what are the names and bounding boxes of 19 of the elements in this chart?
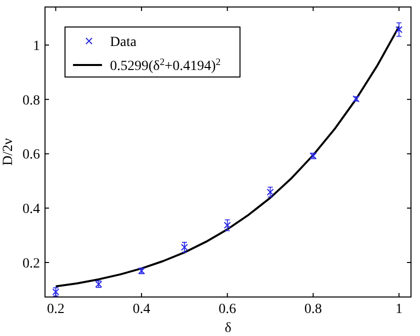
y-tick-label: 0.8 [22,93,40,108]
x-tick-label: 0.2 [46,302,64,317]
x-tick-label: 0.4 [132,302,150,317]
x-tick-label: 0.6 [218,302,236,317]
y-tick-label: 0.2 [22,256,40,272]
point [395,26,403,34]
x-tick-label: 0.8 [304,302,322,317]
line-series [54,26,400,288]
y-tick-label: 1 [33,38,40,54]
point [266,188,274,196]
y-tick-label: 0.6 [22,148,40,163]
x-tick-label: 1 [395,302,402,317]
y-tick-label: 0.4 [22,202,40,218]
y-axis-title: D/2ν [1,138,16,166]
point [180,244,188,251]
legend-label: 0.5299(δ$^{2}$+0.4194)$^{2}$ [110,56,221,74]
legend-label: Data [110,34,138,50]
x-axis-title: δ [224,321,232,336]
point [224,222,231,229]
